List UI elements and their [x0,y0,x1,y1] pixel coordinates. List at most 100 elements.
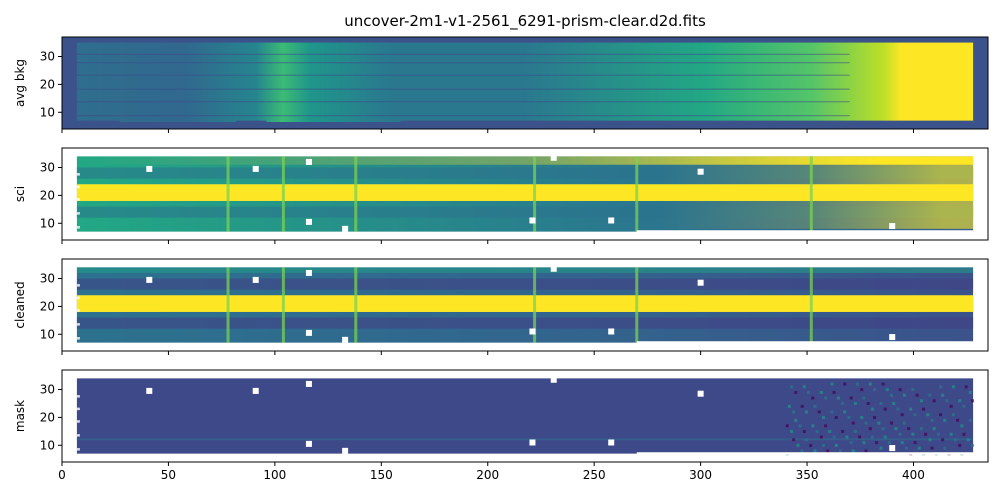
sky-line [281,156,285,232]
noise-pixel [824,396,828,400]
masked-pixel [305,269,312,276]
masked-pixel [305,218,312,225]
noise-pixel [919,427,923,431]
noise-pixel [832,390,836,394]
masked-pixel [146,387,153,394]
noise-pixel [796,443,800,447]
noise-pixel [821,443,825,447]
noise-pixel [826,449,830,453]
noise-pixel [894,427,898,431]
x-tick-label: 0 [58,468,66,482]
panel-2: 10 20 30 sci [13,147,989,244]
noise-pixel [930,446,934,450]
noise-pixel [785,424,789,428]
noise-pixel [843,410,847,414]
noise-pixel [819,435,823,439]
noise-pixel [913,413,917,417]
noise-pixel [917,446,921,450]
masked-pixel [550,154,557,161]
noise-pixel [953,438,957,442]
noise-pixel [887,441,891,445]
edge-mask [76,212,80,215]
noise-pixel [856,382,860,386]
y-tick-label: 10 [40,327,55,341]
noise-pixel [851,421,855,425]
noise-pixel [902,421,906,425]
noise-pixel [832,435,836,439]
masked-pixel [608,439,615,446]
noise-pixel [849,396,853,400]
noise-pixel [868,382,872,386]
noise-pixel [787,404,791,408]
masked-pixel [889,223,896,230]
noise-pixel [892,402,896,406]
noise-pixel [809,443,813,447]
y-tick-label: 10 [40,216,55,230]
noise-pixel [870,435,874,439]
noise-pixel [943,446,947,450]
noise-pixel [851,449,855,453]
noise-pixel [862,441,866,445]
noise-pixel [804,410,808,414]
masked-pixel [342,336,349,343]
masked-pixel [529,328,536,335]
x-tick-label: 100 [263,468,286,482]
shutter-trace [76,317,974,329]
noise-pixel [960,424,964,428]
chart-title: uncover-2m1-v1-2561_6291-prism-clear.d2d… [344,12,706,31]
noise-pixel [900,441,904,445]
masked-strip [636,230,974,234]
noise-pixel [824,424,828,428]
y-tick-label: 20 [40,299,55,313]
panel-image [76,154,974,234]
noise-pixel [868,427,872,431]
noise-pixel [883,407,887,411]
edge-mask [76,198,80,201]
noise-pixel [951,413,955,417]
noise-pixel [877,421,881,425]
x-tick-label: 300 [689,468,712,482]
masked-pixel [608,328,615,335]
noise-pixel [915,393,919,397]
edge-mask [76,226,80,229]
noise-pixel [949,432,953,436]
panel-image [76,376,974,456]
edge-mask [76,296,80,300]
edge-mask [76,173,80,176]
noise-pixel [834,416,838,419]
noise-pixel [968,390,972,394]
y-tick-label: 30 [40,50,55,64]
x-tick-label: 350 [796,468,819,482]
noise-pixel [811,424,815,428]
sky-line [226,156,230,232]
y-tick-label: 30 [40,161,55,175]
noise-pixel [907,427,911,431]
noise-pixel [928,438,932,442]
masked-pixel [342,225,349,232]
noise-pixel [904,446,908,450]
x-tick-label: 200 [476,468,499,482]
panel-image [62,37,988,129]
panel-ylabel: avg bkg [13,59,27,107]
edge-mask [76,185,80,189]
masked-strip [400,120,974,125]
noise-pixel [828,429,832,433]
noise-pixel [813,449,817,453]
noise-pixel [836,396,840,400]
noise-pixel [962,404,966,408]
image-fill [76,378,974,454]
noise-pixel [928,393,932,397]
masked-strip [636,341,974,345]
noise-pixel [843,382,847,386]
noise-pixel [860,388,864,392]
sky-line [281,267,285,343]
noise-pixel [949,404,953,408]
noise-pixel [898,432,902,436]
sky-line [533,156,537,232]
shutter-trace [76,206,974,218]
masked-pixel [252,387,259,394]
masked-pixel [252,276,259,283]
y-tick-label: 30 [40,383,55,397]
